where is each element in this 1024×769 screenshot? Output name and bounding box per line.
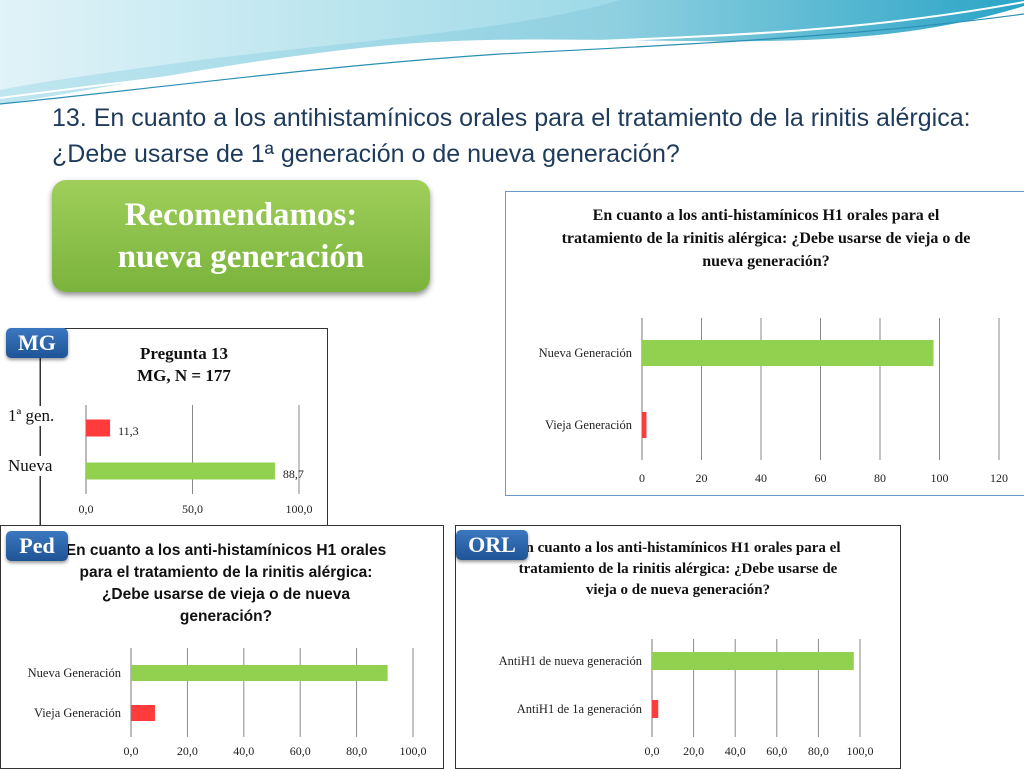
ped-tick-label: 20,0 <box>177 744 198 758</box>
mg-bar <box>86 419 111 437</box>
slide-title: 13. En cuanto a los antihistamínicos ora… <box>52 104 971 168</box>
mg-chart-svg: 0,0 50,0 100,0 11,3 88,7 <box>79 405 313 516</box>
orl-tick-label: 80,0 <box>808 744 829 758</box>
orl-tick-label: 40,0 <box>725 744 746 758</box>
orl-bar <box>652 652 854 670</box>
mg-tick-label: 100,0 <box>286 502 313 516</box>
ped-chart-panel: En cuanto a los anti-histamínicos H1 ora… <box>0 525 444 769</box>
recommendation-box: Recomendamos: nueva generación <box>52 180 430 292</box>
mg-chart-title-line-2: MG, N = 177 <box>137 366 231 385</box>
general-category-label: Nueva Generación <box>539 346 633 360</box>
orl-chart-title: En cuanto a los anti-histamínicos H1 ora… <box>515 540 841 598</box>
general-chart-svg: 0 20 40 60 80 100 120 Nueva Generación Vieja Gen… <box>539 318 1008 485</box>
orl-bar <box>652 700 659 718</box>
general-category-label: Vieja Generación <box>545 418 633 432</box>
general-tick-label: 20 <box>696 471 708 485</box>
general-tick-label: 80 <box>874 471 886 485</box>
ped-tick-label: 100,0 <box>400 744 427 758</box>
general-tick-label: 40 <box>755 471 767 485</box>
ped-badge: Ped <box>6 531 68 561</box>
general-chart-title: En cuanto a los anti-histamínicos H1 ora… <box>561 207 971 270</box>
general-tick-label: 120 <box>990 471 1008 485</box>
orl-badge: ORL <box>456 530 528 560</box>
orl-chart-panel: En cuanto a los anti-histamínicos H1 ora… <box>455 525 901 769</box>
mg-chart-title-line-1: Pregunta 13 <box>140 344 228 363</box>
mg-chart-title: Pregunta 13 MG, N = 177 <box>101 343 267 387</box>
orl-tick-label: 20,0 <box>683 744 704 758</box>
ped-chart-svg: 0,0 20,0 40,0 60,0 80,0 100,0 Nueva Generación… <box>28 648 427 758</box>
general-bar <box>642 412 647 438</box>
header-waves-decoration <box>0 0 1024 105</box>
recommendation-line-1: Recomendamos: <box>124 197 358 233</box>
mg-badge: MG <box>6 328 68 358</box>
recommendation-line-2: nueva generación <box>117 239 365 275</box>
orl-tick-label: 100,0 <box>847 744 874 758</box>
ped-chart-title: En cuanto a los anti-histamínicos H1 ora… <box>65 542 387 625</box>
ped-tick-label: 80,0 <box>346 744 367 758</box>
orl-category-label: AntiH1 de 1a generación <box>517 702 643 716</box>
general-chart-panel: En cuanto a los anti-histamínicos H1 ora… <box>505 191 1024 496</box>
mg-bar <box>86 462 275 480</box>
ped-category-label: Vieja Generación <box>34 706 122 720</box>
orl-category-label: AntiH1 de nueva generación <box>499 654 643 668</box>
ped-category-label: Nueva Generación <box>28 666 122 680</box>
mg-category-label-new-gen: Nueva <box>2 456 59 476</box>
ped-tick-label: 60,0 <box>290 744 311 758</box>
general-tick-label: 100 <box>931 471 949 485</box>
ped-tick-label: 0,0 <box>124 744 139 758</box>
mg-data-label: 88,7 <box>283 467 304 481</box>
ped-bar <box>131 705 155 721</box>
general-tick-label: 0 <box>639 471 645 485</box>
mg-chart-panel: Pregunta 13 MG, N = 177 0,0 50,0 100,0 11,3… <box>40 328 328 528</box>
orl-chart-svg: 0,0 20,0 40,0 60,0 80,0 100,0 AntiH1 de nueva … <box>499 639 874 758</box>
general-bar <box>642 340 934 366</box>
ped-bar <box>131 665 388 681</box>
mg-category-label-first-gen: 1ª gen. <box>2 406 61 426</box>
general-tick-label: 60 <box>815 471 827 485</box>
mg-tick-label: 0,0 <box>79 502 94 516</box>
mg-data-label: 11,3 <box>118 424 139 438</box>
orl-tick-label: 0,0 <box>645 744 660 758</box>
mg-tick-label: 50,0 <box>182 502 203 516</box>
ped-tick-label: 40,0 <box>233 744 254 758</box>
orl-tick-label: 60,0 <box>766 744 787 758</box>
